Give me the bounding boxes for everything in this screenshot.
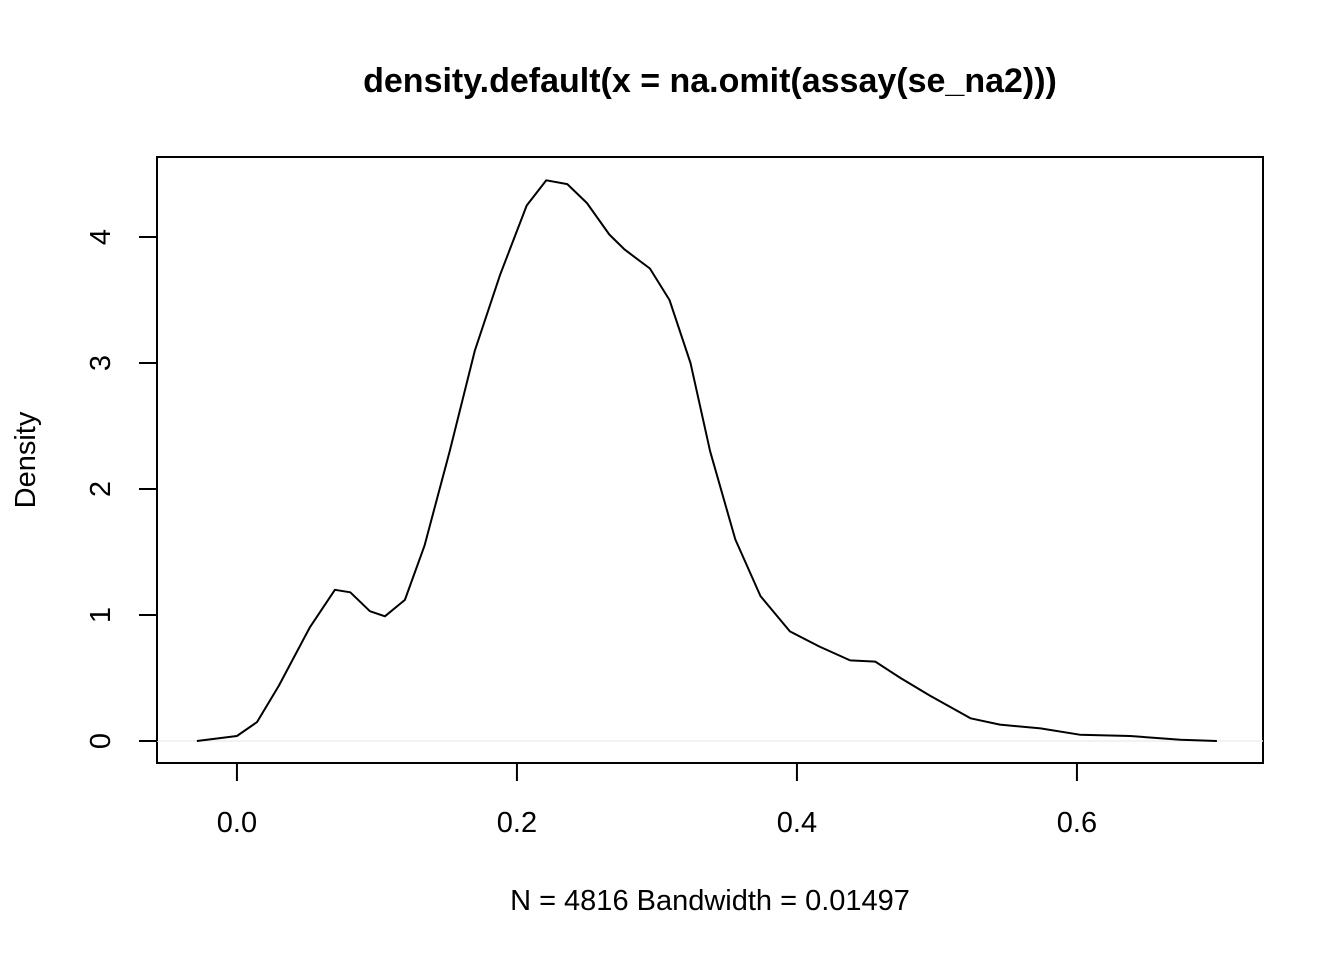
x-tick-label: 0.2 xyxy=(497,807,537,839)
chart-title: density.default(x = na.omit(assay(se_na2… xyxy=(363,62,1057,100)
x-tick-label: 0.0 xyxy=(217,807,257,839)
x-tick-label: 0.4 xyxy=(777,807,817,839)
x-axis-label: N = 4816 Bandwidth = 0.01497 xyxy=(510,885,910,917)
y-tick-label: 2 xyxy=(85,481,117,497)
density-line xyxy=(196,179,1217,742)
y-tick-label: 4 xyxy=(85,229,117,245)
y-axis-label: Density xyxy=(10,411,42,508)
y-tick-label: 3 xyxy=(85,355,117,371)
x-tick-label: 0.6 xyxy=(1057,807,1097,839)
y-tick-label: 0 xyxy=(85,733,117,749)
y-tick-label: 1 xyxy=(85,607,117,623)
plot-frame xyxy=(156,156,1264,764)
